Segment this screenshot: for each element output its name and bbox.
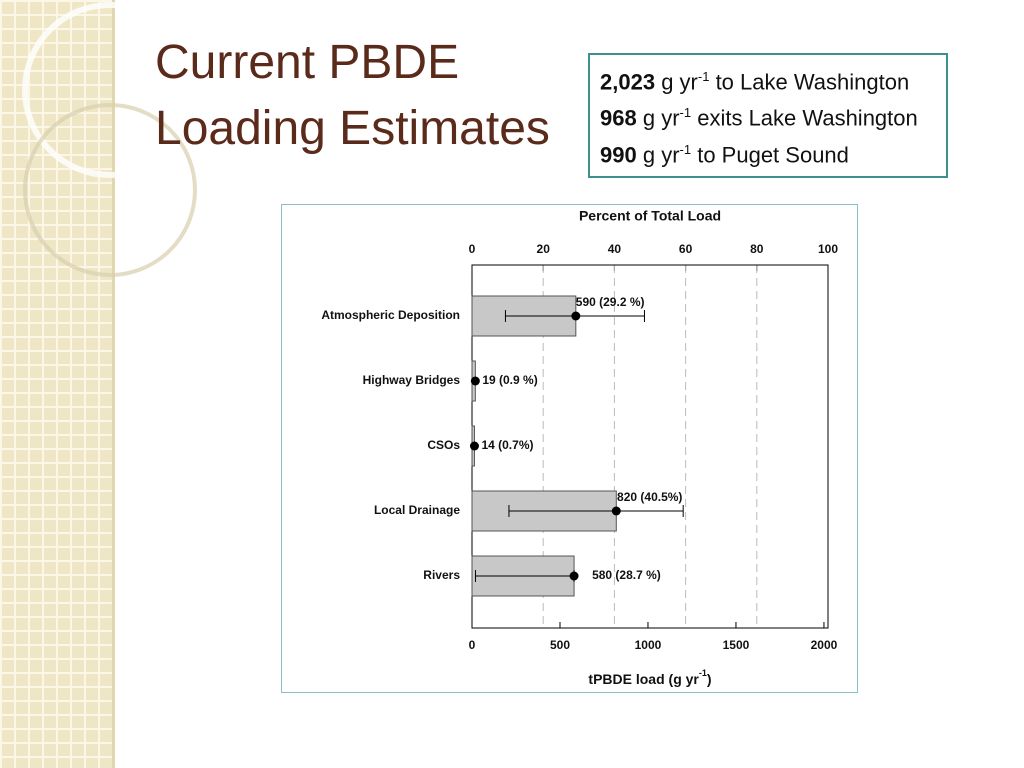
value-label: 820 (40.5%) xyxy=(617,490,682,504)
slide-title: Current PBDE Loading Estimates xyxy=(155,30,550,162)
x-tick-label: 2000 xyxy=(811,638,838,652)
point xyxy=(571,311,581,321)
chart-frame xyxy=(281,204,858,693)
title-line: Loading Estimates xyxy=(155,102,550,155)
side-pattern xyxy=(0,0,115,768)
x-axis-title-text: tPBDE load (g yr xyxy=(588,671,699,687)
x-axis-title-sup: -1 xyxy=(699,668,707,678)
info-line: 990 g yr-1 to Puget Sound xyxy=(600,134,946,170)
value-label: 14 (0.7%) xyxy=(481,438,533,452)
x-tick-label: 1000 xyxy=(635,638,662,652)
y-tick-label: Atmospheric Deposition xyxy=(321,308,460,322)
info-amount: 2,023 xyxy=(600,69,656,95)
y-tick-label: Highway Bridges xyxy=(363,373,461,387)
top-tick-label: 60 xyxy=(679,242,693,256)
value-label: 590 (29.2 %) xyxy=(576,295,645,309)
point xyxy=(470,376,480,386)
info-box: 2,023 g yr-1 to Lake Washington 968 g yr-… xyxy=(588,53,948,178)
info-line: 2,023 g yr-1 to Lake Washington xyxy=(600,61,946,97)
info-amount: 990 xyxy=(600,141,637,167)
info-unit: g yr xyxy=(642,141,680,167)
top-tick-label: 80 xyxy=(750,242,764,256)
x-axis-title: tPBDE load (g yr-1) xyxy=(588,668,711,686)
info-sup: -1 xyxy=(679,141,692,157)
info-rest: to Puget Sound xyxy=(697,141,849,167)
top-tick-label: 100 xyxy=(818,242,838,256)
info-rest: exits Lake Washington xyxy=(697,105,918,131)
value-label: 580 (28.7 %) xyxy=(592,568,661,582)
point xyxy=(469,441,479,451)
top-axis-title: Percent of Total Load xyxy=(579,208,721,224)
x-axis-title-end: ) xyxy=(707,671,712,687)
info-rest: to Lake Washington xyxy=(715,69,910,95)
decor xyxy=(22,2,198,277)
info-unit: g yr xyxy=(661,69,698,95)
x-tick-label: 1500 xyxy=(723,638,750,652)
y-tick-label: Local Drainage xyxy=(374,503,460,517)
point xyxy=(611,506,621,516)
info-unit: g yr xyxy=(642,105,680,131)
top-tick-label: 40 xyxy=(608,242,622,256)
info-line: 968 g yr-1 exits Lake Washington xyxy=(600,97,946,133)
title-line: Current PBDE xyxy=(155,36,460,89)
point xyxy=(569,571,579,581)
info-sup: -1 xyxy=(697,69,710,84)
top-tick-label: 0 xyxy=(469,242,476,256)
top-tick-label: 20 xyxy=(537,242,551,256)
value-label: 19 (0.9 %) xyxy=(482,373,537,387)
x-tick-label: 0 xyxy=(469,638,476,652)
y-tick-label: Rivers xyxy=(423,568,460,582)
info-sup: -1 xyxy=(679,105,692,121)
y-tick-label: CSOs xyxy=(427,438,460,452)
x-tick-label: 500 xyxy=(550,638,570,652)
info-amount: 968 xyxy=(600,105,637,131)
